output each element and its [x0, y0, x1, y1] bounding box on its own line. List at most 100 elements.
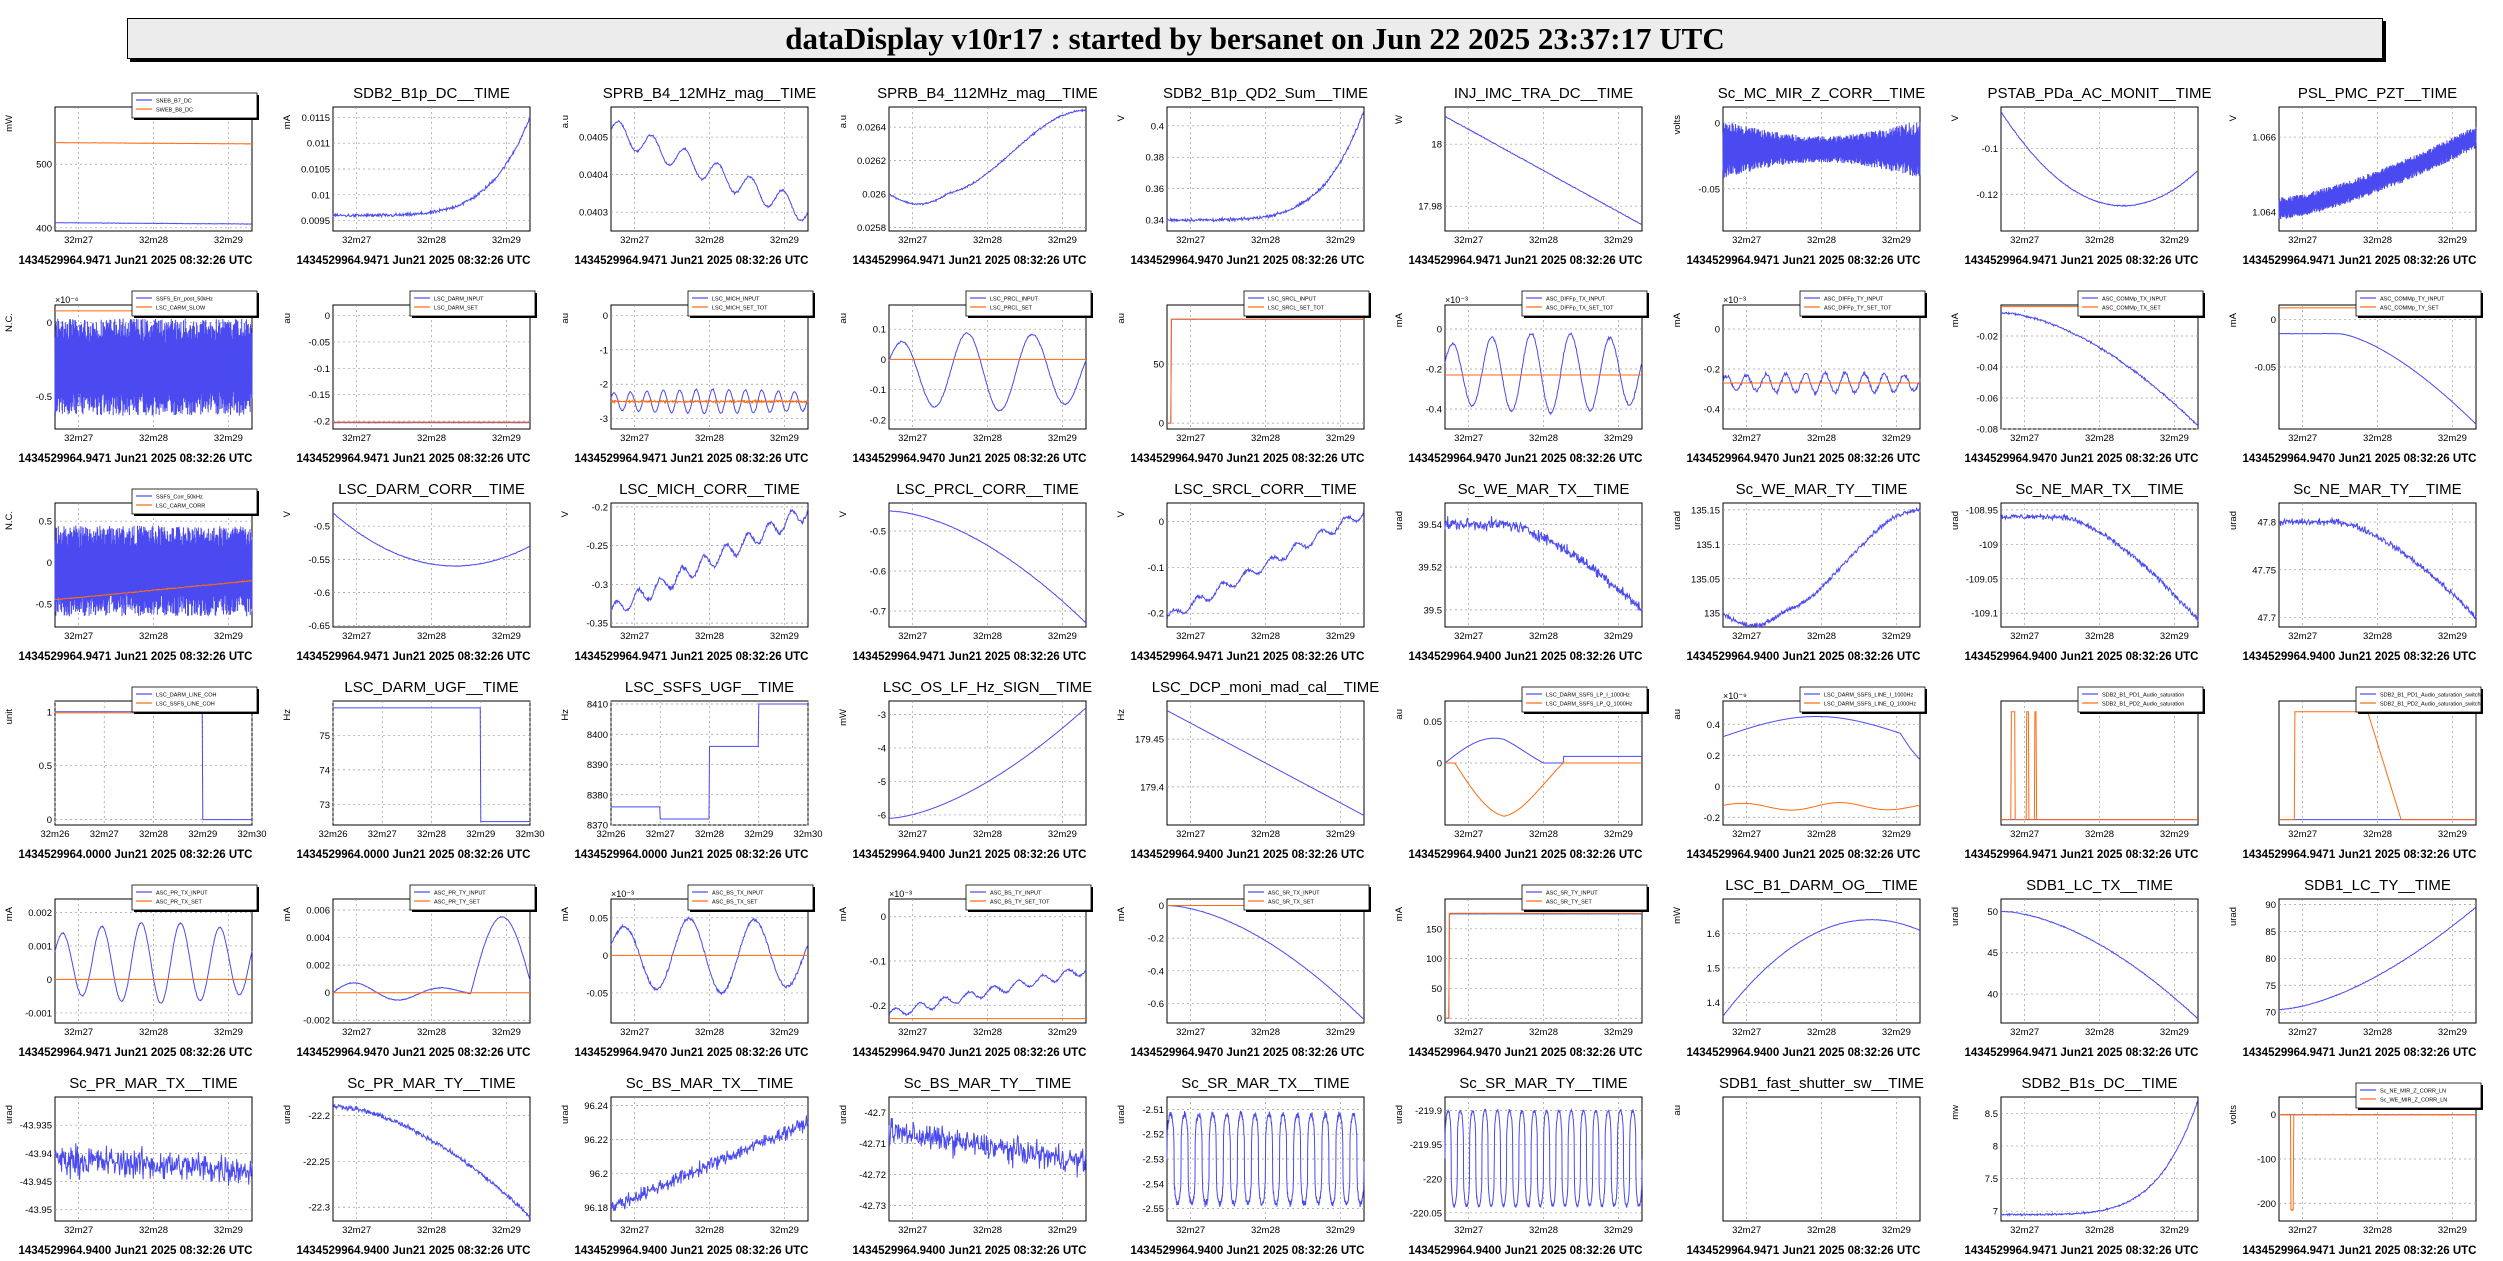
x-tick-label: 32m28: [1529, 1225, 1558, 1236]
x-tick-label: 32m27: [2010, 1225, 2039, 1236]
x-tick-label: 32m30: [515, 829, 544, 840]
chart-title: LSC_DCP_moni_mad_cal__TIME: [1152, 679, 1380, 696]
legend-label: LSC_MICH_SET_TOT: [712, 306, 768, 312]
x-tick-label: 32m28: [2363, 1225, 2392, 1236]
series-line: [54, 318, 253, 416]
y-tick-label: -0.1: [870, 957, 886, 968]
x-tick-label: 32m27: [2288, 235, 2317, 246]
x-tick-label: 32m27: [342, 1225, 371, 1236]
x-tick-label: 32m30: [793, 829, 822, 840]
timestamp-footer: 1434529964.9471 Jun21 2025 08:32:26 UTC: [852, 651, 1086, 663]
y-tick-label: 0.006: [306, 906, 330, 917]
y-tick-label: -109.05: [1966, 574, 1998, 585]
y-tick-label: 500: [36, 160, 52, 171]
series-line: [1722, 919, 1921, 1017]
y-exponent: ×10⁻⁹: [1723, 691, 1747, 701]
series-line: [610, 119, 809, 222]
series-line: [1444, 737, 1642, 764]
legend-label: LSC_DARM_SSFS_LINE_I_1000Hz: [1824, 693, 1914, 699]
y-tick-label: -4: [878, 743, 886, 754]
timestamp-footer: 1434529964.9471 Jun21 2025 08:32:26 UTC: [18, 1047, 252, 1059]
x-tick-label: 32m27: [1732, 1225, 1761, 1236]
y-tick-label: 45: [1987, 948, 1998, 959]
timestamp-footer: 1434529964.9470 Jun21 2025 08:32:26 UTC: [1686, 453, 1920, 465]
chart-panel: Sc_SR_MAR_TX__TIME 32m27 32m28 32m29 -2.55 -2…: [1116, 1075, 1365, 1257]
x-tick-label: 32m29: [214, 433, 243, 444]
x-tick-label: 32m27: [342, 631, 371, 642]
series-line: [2000, 111, 2199, 208]
y-tick-label: -0.65: [308, 621, 330, 632]
chart-panel: LSC_PRCL_CORR__TIME 32m27 32m28 32m29 -0.7 -0…: [838, 481, 1087, 663]
chart-panel: SDB2_B1s_DC__TIME 32m27 32m28 32m29 7 7.5 8 8.5…: [1950, 1075, 2199, 1257]
x-tick-label: 32m29: [1326, 433, 1355, 444]
x-tick-label: 32m28: [1251, 1027, 1280, 1038]
series-line: [1445, 762, 1642, 817]
y-tick-label: 39.54: [1418, 520, 1442, 531]
x-tick-label: 32m28: [1529, 631, 1558, 642]
timestamp-footer: 1434529964.9471 Jun21 2025 08:32:26 UTC: [1964, 1245, 2198, 1257]
y-tick-label: -109.1: [1971, 609, 1998, 620]
y-tick-label: 0: [1437, 1014, 1442, 1025]
timestamp-footer: 1434529964.9471 Jun21 2025 08:32:26 UTC: [2242, 1047, 2476, 1059]
y-tick-label: 0.001: [28, 941, 52, 952]
y-tick-label: 0.05: [590, 913, 609, 924]
x-tick-label: 32m28: [973, 631, 1002, 642]
x-tick-label: 32m28: [1807, 829, 1836, 840]
y-tick-label: 80: [2265, 954, 2276, 965]
chart-panel: Sc_BS_MAR_TX__TIME 32m27 32m28 32m29 96.18 96…: [560, 1075, 809, 1257]
y-tick-label: -2.52: [1142, 1130, 1164, 1141]
x-tick-label: 32m29: [2160, 631, 2189, 642]
legend-box: [2077, 686, 2204, 713]
y-tick-label: -0.5: [36, 392, 52, 403]
y-tick-label: 73: [319, 800, 330, 811]
legend-box: [687, 290, 814, 317]
y-tick-label: 0: [325, 988, 330, 999]
chart-panel: 32m27 32m28 32m29 -0.2 -0.15 -0.1 -0.05 0 au LSC_…: [282, 290, 537, 465]
chart-panel: LSC_DARM_CORR__TIME 32m27 32m28 32m29 -0.65 -…: [282, 481, 531, 663]
chart-title: Sc_NE_MAR_TY__TIME: [2293, 481, 2461, 498]
chart-title: Sc_SR_MAR_TY__TIME: [1459, 1075, 1627, 1092]
y-tick-label: 0.0404: [579, 170, 608, 181]
y-axis-label: mA: [1394, 906, 1405, 921]
x-tick-label: 32m30: [237, 829, 266, 840]
chart-panel: SPRB_B4_112MHz_mag__TIME 32m27 32m28 32m29 0…: [838, 85, 1098, 267]
series-line: [2001, 711, 2198, 821]
y-tick-label: 179.45: [1135, 735, 1164, 746]
series-line: [610, 398, 809, 405]
y-tick-label: 18: [1431, 140, 1442, 151]
legend-box: [1243, 290, 1370, 317]
y-tick-label: -0.7: [870, 607, 886, 618]
x-tick-label: 32m29: [1326, 829, 1355, 840]
legend-label: SSFS_Err_post_50kHz: [156, 297, 213, 303]
chart-panel: 32m27 32m28 32m29 0 0.05 au LSC_DARM_SSFS_LP_I…: [1394, 686, 1649, 861]
y-tick-label: -3: [878, 710, 886, 721]
legend-box: [2355, 1082, 2482, 1109]
y-tick-label: -22.2: [308, 1111, 330, 1122]
x-tick-label: 32m28: [1807, 1027, 1836, 1038]
x-tick-label: 32m27: [1732, 433, 1761, 444]
x-tick-label: 32m27: [1176, 1225, 1205, 1236]
timestamp-footer: 1434529964.9471 Jun21 2025 08:32:26 UTC: [296, 255, 530, 267]
y-tick-label: -2.53: [1142, 1155, 1164, 1166]
x-tick-label: 32m28: [1529, 235, 1558, 246]
chart-panel: PSL_PMC_PZT__TIME 32m27 32m28 32m29 1.064 1.0…: [2228, 85, 2477, 267]
series-line: [888, 510, 1087, 624]
legend-label: ASC_DIFFp_TX_SET_TOT: [1546, 306, 1614, 312]
series-line: [54, 525, 253, 617]
x-tick-label: 32m27: [1176, 1027, 1205, 1038]
legend-label: LSC_DARM_SSFS_LINE_Q_1000Hz: [1824, 702, 1916, 708]
x-tick-label: 32m27: [64, 1027, 93, 1038]
y-tick-label: 1.5: [1707, 963, 1720, 974]
series-line: [610, 387, 809, 415]
y-tick-label: 0.0405: [579, 133, 608, 144]
legend-box: [1799, 290, 1926, 317]
x-tick-label: 32m29: [1604, 433, 1633, 444]
y-tick-label: 0.0264: [857, 123, 886, 134]
y-axis-label: mA: [838, 906, 849, 921]
x-tick-label: 32m29: [1048, 235, 1077, 246]
x-tick-label: 32m28: [417, 1027, 446, 1038]
legend-box: [1799, 686, 1926, 713]
y-axis-label: au: [838, 313, 849, 324]
x-tick-label: 32m27: [2288, 1225, 2317, 1236]
legend-label: LSC_PRCL_INPUT: [990, 297, 1039, 303]
